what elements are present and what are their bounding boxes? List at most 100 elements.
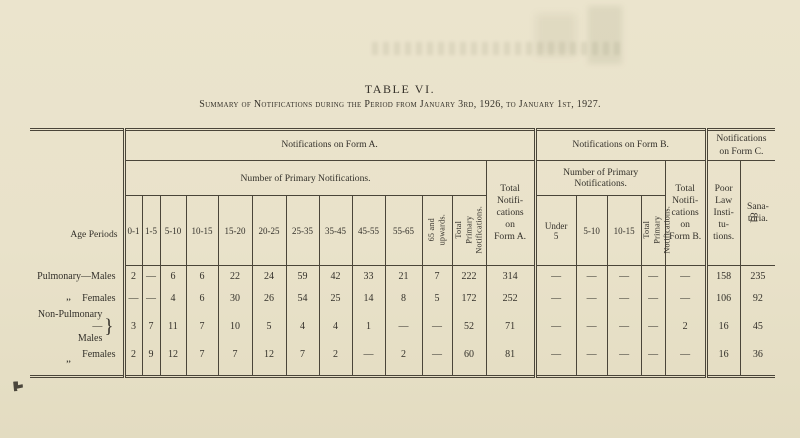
- table-cell: 5: [421, 287, 452, 309]
- table-cell: 36: [739, 344, 776, 377]
- table-cell: 7: [141, 309, 160, 345]
- col-header-65-upwards: 65 and upwards.: [421, 195, 452, 266]
- row-label: Non-Pulmonary— Males}: [37, 309, 114, 344]
- form-c-group-header: Notifications on Form C.: [704, 129, 776, 161]
- vertical-label: Total Primary Notifications.: [453, 205, 484, 254]
- col-header-20-25: 20-25: [251, 195, 286, 266]
- table-cell: 7: [217, 344, 252, 377]
- table-cell: —: [640, 309, 666, 345]
- table-cell: 2: [122, 344, 142, 377]
- row-label: Pulmonary—Males: [37, 270, 116, 282]
- table-cell: 26: [251, 287, 286, 309]
- table-cell: 12: [251, 344, 286, 377]
- table-cell: —: [640, 344, 666, 377]
- table-cell: 24: [251, 265, 286, 287]
- table-cell: 11: [159, 309, 186, 345]
- col-header-b-5-10: 5-10: [575, 195, 608, 266]
- form-a-primary-header: Number of Primary Notifications.: [122, 160, 486, 196]
- bleedthrough-mark: [588, 6, 622, 64]
- table-cell: 252: [485, 287, 536, 309]
- table-cell: 314: [485, 265, 536, 287]
- table-cell: —: [640, 265, 666, 287]
- col-header-1-5: 1-5: [141, 195, 160, 266]
- form-b-total-header: Total Notifi- cations on Form B.: [664, 160, 707, 266]
- table-cell: 33: [351, 265, 385, 287]
- col-header-total-primary-b: Total Primary Notifications.: [640, 195, 671, 266]
- col-header-0-1: 0-1: [122, 195, 142, 266]
- table-cell: 30: [217, 287, 252, 309]
- page-number: 81: [747, 212, 760, 224]
- row-label: „ Females: [66, 349, 116, 365]
- table-cell: 158: [704, 265, 741, 287]
- table-cell: 106: [704, 287, 741, 309]
- table-cell: 14: [351, 287, 385, 309]
- table-cell: 4: [318, 309, 352, 345]
- table-row: Non-Pulmonary— Males} 3 7 11 7 10 5 4 4 …: [30, 309, 776, 345]
- notifications-summary-table: Age Periods Notifications on Form A. Not…: [30, 128, 776, 379]
- table-cell: —: [141, 265, 160, 287]
- table-cell: —: [575, 344, 608, 377]
- table-cell: —: [384, 309, 422, 345]
- table-cell: —: [141, 287, 160, 309]
- vertical-label: 65 and upwards.: [426, 213, 446, 246]
- col-header-10-15: 10-15: [185, 195, 218, 266]
- table-cell: —: [575, 287, 608, 309]
- brace-glyph: }: [104, 315, 114, 338]
- row-label: „ Females: [66, 290, 116, 304]
- table-cell: —: [421, 309, 452, 345]
- table-cell: 7: [421, 265, 452, 287]
- vertical-label: Total Primary Notifications.: [641, 205, 672, 254]
- table-cell: —: [664, 287, 707, 309]
- table-cell: 2: [122, 265, 142, 287]
- form-a-group-header: Notifications on Form A.: [122, 129, 536, 161]
- table-row: „ Females 2 9 12 7 7 12 7 2 — 2 — 60 81 —…: [30, 344, 776, 377]
- table-cell: 42: [318, 265, 352, 287]
- table-cell: 52: [451, 309, 486, 345]
- table-cell: —: [533, 309, 577, 345]
- table-cell: 81: [485, 344, 536, 377]
- table-cell: —: [606, 265, 642, 287]
- table-cell: 25: [318, 287, 352, 309]
- table-cell: 6: [185, 265, 218, 287]
- table-cell: 12: [159, 344, 186, 377]
- table-cell: —: [606, 344, 642, 377]
- table-cell: —: [664, 344, 707, 377]
- table-cell: —: [351, 344, 385, 377]
- col-header-45-55: 45-55: [351, 195, 385, 266]
- table-cell: —: [533, 287, 577, 309]
- table-cell: 4: [159, 287, 186, 309]
- table-cell: 7: [185, 309, 218, 345]
- col-header-b-10-15: 10-15: [606, 195, 642, 266]
- table-subtitle: Summary of Notifications during the Peri…: [199, 99, 601, 110]
- table-cell: —: [533, 344, 577, 377]
- table-cell: 235: [739, 265, 776, 287]
- table-cell: 45: [739, 309, 776, 345]
- table-cell: —: [575, 309, 608, 345]
- table-cell: —: [606, 309, 642, 345]
- table-cell: 6: [185, 287, 218, 309]
- table-cell: 1: [351, 309, 385, 345]
- col-header-15-20: 15-20: [217, 195, 252, 266]
- col-header-55-65: 55-65: [384, 195, 422, 266]
- table-cell: 7: [285, 344, 319, 377]
- table-cell: 8: [384, 287, 422, 309]
- table-cell: 4: [285, 309, 319, 345]
- poor-law-institutions-header: Poor Law Insti- tu- tions.: [704, 160, 741, 266]
- table-cell: 2: [384, 344, 422, 377]
- table-cell: 21: [384, 265, 422, 287]
- table-cell: 59: [285, 265, 319, 287]
- table-row: Pulmonary—Males 2 — 6 6 22 24 59 42 33 2…: [30, 265, 776, 287]
- table-cell: —: [421, 344, 452, 377]
- col-header-under-5: Under 5: [533, 195, 577, 266]
- table-cell: 2: [318, 344, 352, 377]
- table-cell: 60: [451, 344, 486, 377]
- form-b-group-header: Notifications on Form B.: [533, 129, 707, 161]
- table-cell: 22: [217, 265, 252, 287]
- table-cell: 2: [664, 309, 707, 345]
- table-cell: —: [122, 287, 142, 309]
- table-cell: 7: [185, 344, 218, 377]
- table-row: „ Females — — 4 6 30 26 54 25 14 8 5 172 …: [30, 287, 776, 309]
- table-cell: 3: [122, 309, 142, 345]
- table-cell: —: [606, 287, 642, 309]
